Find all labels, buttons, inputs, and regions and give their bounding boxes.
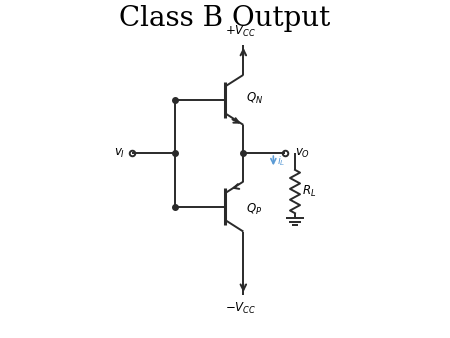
Text: $Q_N$: $Q_N$ xyxy=(246,91,263,106)
Text: $R_L$: $R_L$ xyxy=(302,184,317,199)
Text: $i_L$: $i_L$ xyxy=(277,154,286,168)
Text: $Q_P$: $Q_P$ xyxy=(246,202,262,217)
Text: $+V_{CC}$: $+V_{CC}$ xyxy=(225,24,256,39)
Text: Class B Output: Class B Output xyxy=(119,5,331,32)
Text: $v_I$: $v_I$ xyxy=(114,147,126,160)
Text: $-V_{CC}$: $-V_{CC}$ xyxy=(225,300,256,316)
Text: $v_O$: $v_O$ xyxy=(295,147,310,160)
